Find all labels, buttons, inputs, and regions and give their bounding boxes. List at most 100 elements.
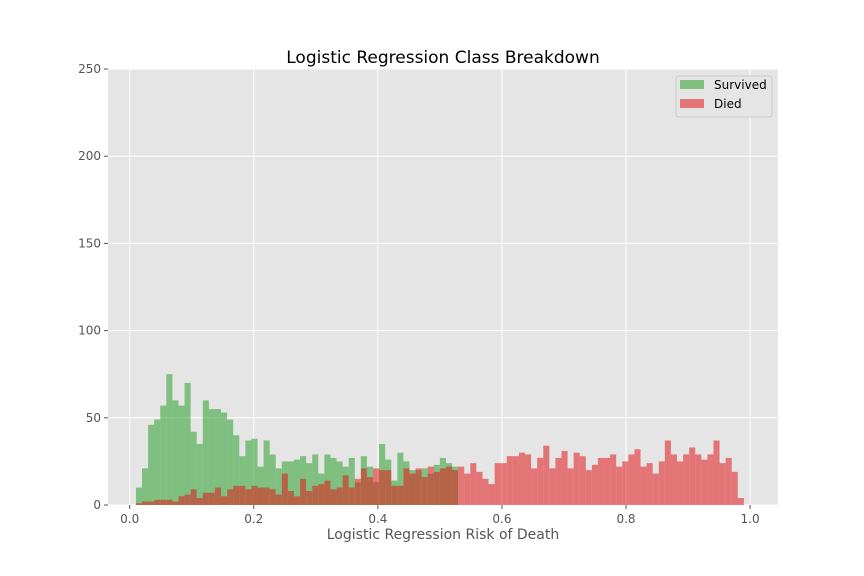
bar-died [458,466,465,505]
bar-died [670,454,678,505]
x-tick-label: 0.0 [120,512,139,526]
bar-died [257,487,264,505]
bar-died [713,440,720,505]
bar-died [391,485,398,505]
bar-died [300,478,307,505]
bar-died [196,498,203,505]
bar-died [488,484,495,505]
bar-died [518,452,526,505]
bar-died [482,478,489,505]
series-died-bars [135,440,744,505]
bar-died [166,499,173,505]
bar-survived [348,457,355,505]
bar-died [287,491,294,505]
bar-died [452,470,459,505]
bar-died [573,452,580,505]
bar-died [640,466,647,505]
bar-died [555,457,562,505]
bar-died [689,447,696,505]
y-tick-label: 150 [78,236,101,250]
bar-died [543,445,550,505]
bar-survived [221,412,228,505]
x-axis-ticks: 0.0 0.2 0.4 0.6 0.8 1.0 [120,505,760,526]
legend-label-died: Died [714,97,742,111]
bar-died [591,464,598,505]
bar-died [579,456,586,505]
bar-died [135,503,142,505]
bar-died [707,454,714,505]
legend: Survived Died [675,75,773,118]
bar-died [652,473,659,505]
bar-died [433,471,440,505]
bar-survived [324,454,331,505]
bar-died [701,459,708,505]
bar-died [409,473,416,505]
bar-survived [336,461,343,505]
bar-died [646,463,653,505]
bar-died [202,492,209,505]
chart-title: Logistic Regression Class Breakdown [286,48,599,68]
bar-died [476,471,483,505]
bar-survived [208,409,215,505]
bar-died [148,501,155,505]
bar-died [160,499,167,505]
bar-survived [269,454,276,505]
bar-survived [184,382,191,505]
bar-died [616,466,623,505]
x-axis-label: Logistic Regression Risk of Death [327,527,560,543]
bar-died [585,470,592,505]
bar-died [567,468,574,505]
legend-label-survived: Survived [714,78,767,92]
bar-died [622,461,629,505]
bar-died [324,480,331,505]
bar-survived [141,468,149,505]
bar-died [318,484,325,505]
bar-died [178,496,185,505]
bar-survived [166,374,173,505]
bar-died [725,457,732,505]
bar-died [397,485,404,505]
bar-died [445,466,453,505]
bar-died [330,489,337,505]
bar-survived [154,419,161,505]
y-axis-ticks: 0 50 100 150 200 250 [78,62,108,512]
bar-died [239,485,246,505]
bar-survived [160,405,167,505]
bar-died [494,463,501,505]
bar-survived [233,435,240,505]
bar-died [628,454,635,505]
bar-died [531,468,538,505]
bar-died [275,494,282,505]
legend-swatch-died [680,99,704,108]
x-tick-label: 0.4 [368,512,387,526]
bar-died [506,456,513,505]
bar-died [421,477,428,505]
bar-died [549,468,556,505]
bar-died [664,440,671,505]
bar-died [610,454,617,505]
bar-survived [227,419,234,505]
y-tick-label: 0 [93,498,101,512]
x-tick-label: 0.6 [492,512,511,526]
bar-survived [257,466,264,505]
bar-died [184,494,191,505]
y-tick-label: 250 [78,62,101,76]
bar-died [677,461,684,505]
bar-survived [239,456,246,505]
bar-survived [214,409,222,505]
bar-survived [330,457,337,505]
bar-survived [251,438,258,505]
bar-survived [245,440,252,505]
bar-survived [293,459,301,505]
bar-died [141,501,149,505]
bar-died [208,492,215,505]
bar-died [597,457,605,505]
bar-died [245,489,252,505]
bar-survived [306,463,313,505]
bar-died [500,463,507,505]
bar-survived [312,454,319,505]
bar-survived [196,443,203,505]
y-tick-label: 200 [78,149,101,163]
bar-died [658,461,665,505]
bar-died [634,449,641,505]
